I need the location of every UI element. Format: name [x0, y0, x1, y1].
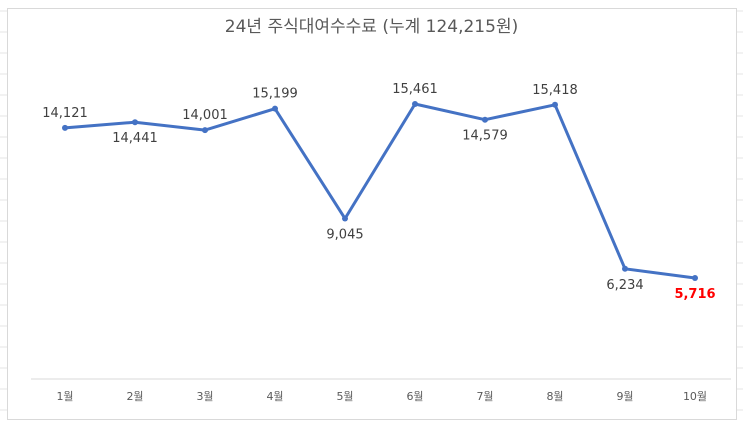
- data-label: 14,121: [42, 106, 88, 121]
- x-tick-label: 6월: [406, 390, 423, 403]
- series-line: [64, 102, 696, 280]
- x-tick-label: 4월: [266, 390, 283, 403]
- x-tick-label: 5월: [336, 390, 353, 403]
- x-tick-label: 10월: [683, 390, 707, 403]
- data-point[interactable]: [272, 105, 278, 112]
- data-point[interactable]: [552, 101, 558, 108]
- data-label: 14,441: [112, 131, 158, 146]
- x-tick-label: 9월: [616, 390, 633, 403]
- data-label: 6,234: [606, 278, 643, 293]
- data-label: 15,461: [392, 82, 438, 97]
- data-label: 9,045: [326, 228, 363, 243]
- data-label: 14,579: [462, 129, 508, 144]
- x-tick-label: 2월: [126, 390, 143, 403]
- x-tick-label: 3월: [196, 390, 213, 403]
- x-tick-label: 8월: [546, 390, 563, 403]
- data-label: 15,418: [532, 83, 578, 98]
- data-point[interactable]: [482, 116, 488, 123]
- data-label: 14,001: [182, 108, 228, 123]
- data-label: 15,199: [252, 87, 298, 102]
- data-point[interactable]: [132, 119, 138, 126]
- data-point[interactable]: [692, 275, 698, 281]
- data-point[interactable]: [342, 215, 348, 222]
- data-labels: 14,121 14,441 14,001 15,199 9,045 15,461 14,57…: [42, 82, 715, 302]
- data-point[interactable]: [62, 124, 68, 131]
- series-markers: [62, 101, 698, 281]
- x-tick-label: 1월: [56, 390, 73, 403]
- data-point[interactable]: [622, 265, 628, 272]
- data-point[interactable]: [202, 127, 208, 134]
- chart-area[interactable]: [7, 8, 737, 420]
- x-tick-label: 7월: [476, 390, 493, 403]
- x-axis-tick-labels: 1월 2월 3월 4월 5월 6월 7월 8월 9월 10월: [56, 390, 707, 403]
- data-point[interactable]: [412, 101, 418, 107]
- chart-title: 24년 주식대여수수료 (누계 124,215원): [224, 17, 519, 37]
- data-label: 5,716: [674, 287, 715, 302]
